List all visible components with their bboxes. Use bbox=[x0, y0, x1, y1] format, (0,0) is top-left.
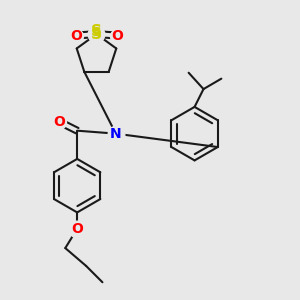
Text: O: O bbox=[111, 28, 123, 43]
Text: O: O bbox=[71, 222, 83, 236]
Text: O: O bbox=[53, 115, 65, 129]
Text: O: O bbox=[70, 28, 82, 43]
Text: S: S bbox=[91, 24, 102, 39]
Text: S: S bbox=[91, 27, 102, 42]
Text: N: N bbox=[110, 127, 122, 141]
